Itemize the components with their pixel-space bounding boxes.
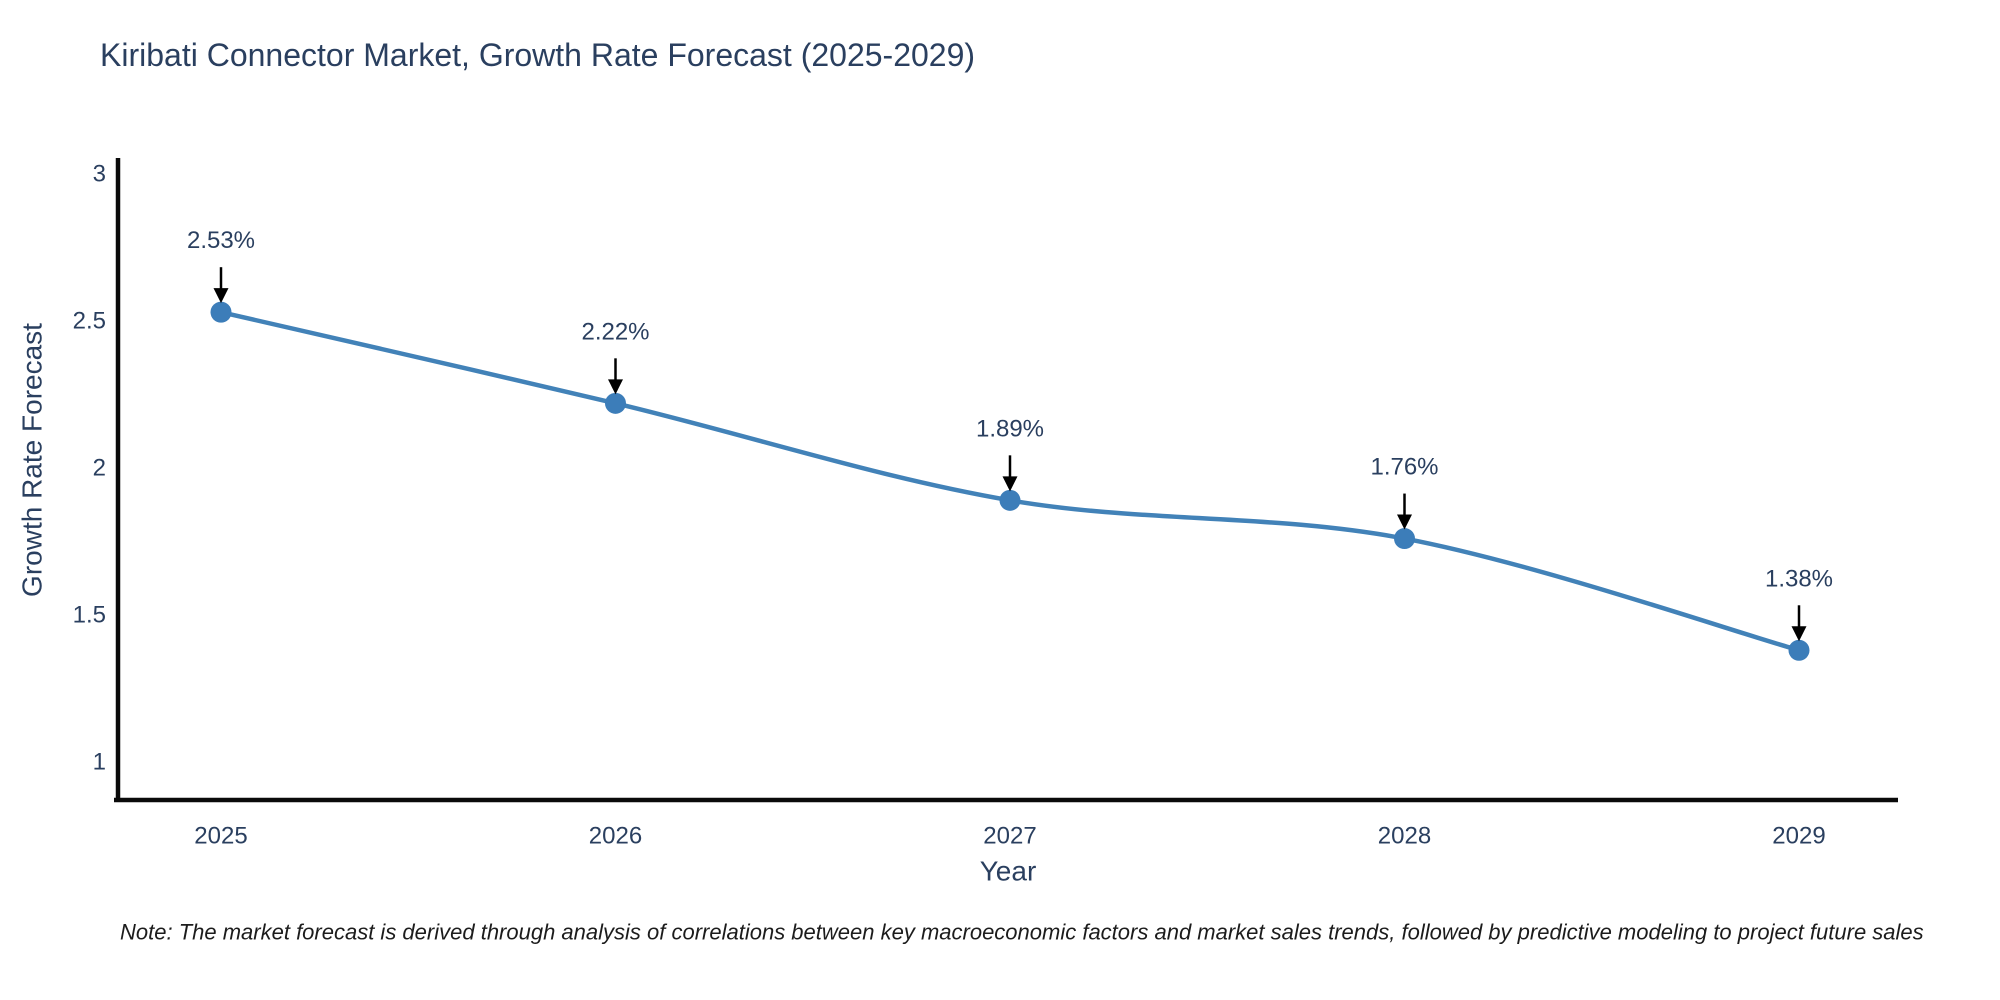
plot-area: 1 1.5 2 2.5 3 2025 2026 2027 2028 2029 2.53% 2.22% 1…: [73, 158, 1898, 850]
x-axis-title: Year: [980, 856, 1037, 887]
x-tick-label: 2026: [589, 823, 642, 850]
data-point-label: 2.22%: [581, 318, 649, 345]
data-point-marker: [1788, 639, 1810, 661]
x-tick-label: 2029: [1772, 823, 1825, 850]
chart-title: Kiribati Connector Market, Growth Rate F…: [100, 37, 975, 73]
x-tick-label: 2027: [983, 823, 1036, 850]
footnote: Note: The market forecast is derived thr…: [120, 920, 1924, 945]
data-point-marker: [210, 301, 232, 323]
x-tick-label: 2028: [1378, 823, 1431, 850]
y-tick-label: 1.5: [73, 602, 106, 629]
data-point-marker: [605, 392, 626, 414]
y-tick-label: 3: [93, 161, 106, 188]
y-tick-label: 1: [93, 749, 106, 776]
annotation-arrowhead-icon: [1002, 476, 1018, 492]
annotation-arrowhead-icon: [213, 288, 229, 304]
data-point-marker: [999, 489, 1021, 511]
x-tick-label: 2025: [194, 823, 247, 850]
data-point-label: 1.89%: [976, 415, 1044, 442]
data-point-label: 1.38%: [1765, 565, 1833, 592]
data-point-label: 1.76%: [1370, 454, 1438, 481]
annotation-arrowhead-icon: [608, 379, 623, 395]
y-tick-label: 2: [93, 455, 106, 482]
y-axis-title: Growth Rate Forecast: [17, 323, 48, 597]
data-point-label: 2.53%: [187, 227, 255, 254]
data-point-marker: [1394, 528, 1415, 550]
y-tick-label: 2.5: [73, 308, 106, 335]
annotation-arrowhead-icon: [1397, 514, 1412, 530]
annotation-arrowhead-icon: [1791, 626, 1807, 642]
